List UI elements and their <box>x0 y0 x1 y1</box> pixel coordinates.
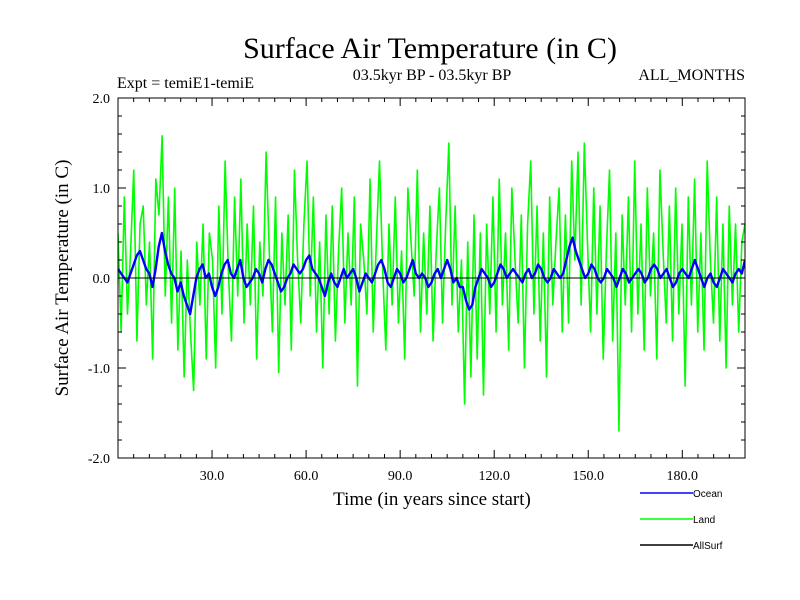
x-tick-label: 150.0 <box>573 469 605 484</box>
subtitle-left: Expt = temiE1-temiE <box>117 75 254 92</box>
chart-title: Surface Air Temperature (in C) <box>243 32 617 65</box>
legend-label-allsurf: AllSurf <box>693 541 723 552</box>
subtitle-center: 03.5kyr BP - 03.5kyr BP <box>353 67 512 84</box>
legend-label-land: Land <box>693 515 715 526</box>
y-axis-label: Surface Air Temperature (in C) <box>52 160 73 397</box>
y-tick-label: -1.0 <box>88 362 110 377</box>
y-tick-label: 0.0 <box>93 272 111 287</box>
plot-area: 30.0 60.0 90.0 120.0 150.0 180.0 -2.0 -1.0 0.0 1.… <box>88 92 746 484</box>
legend: Ocean Land AllSurf <box>640 489 723 552</box>
x-tick-label: 90.0 <box>388 469 413 484</box>
x-tick-label: 30.0 <box>200 469 225 484</box>
series-line-land <box>118 135 745 432</box>
x-tick-label: 180.0 <box>667 469 699 484</box>
x-axis-label: Time (in years since start) <box>333 489 531 510</box>
y-tick-label: 2.0 <box>93 92 111 107</box>
x-tick-label: 120.0 <box>478 469 510 484</box>
series-line-ocean <box>118 231 745 316</box>
subtitle-right: ALL_MONTHS <box>638 67 745 84</box>
y-tick-label: -2.0 <box>88 452 110 467</box>
legend-label-ocean: Ocean <box>693 489 722 500</box>
y-tick-label: 1.0 <box>93 182 111 197</box>
x-tick-label: 60.0 <box>294 469 319 484</box>
